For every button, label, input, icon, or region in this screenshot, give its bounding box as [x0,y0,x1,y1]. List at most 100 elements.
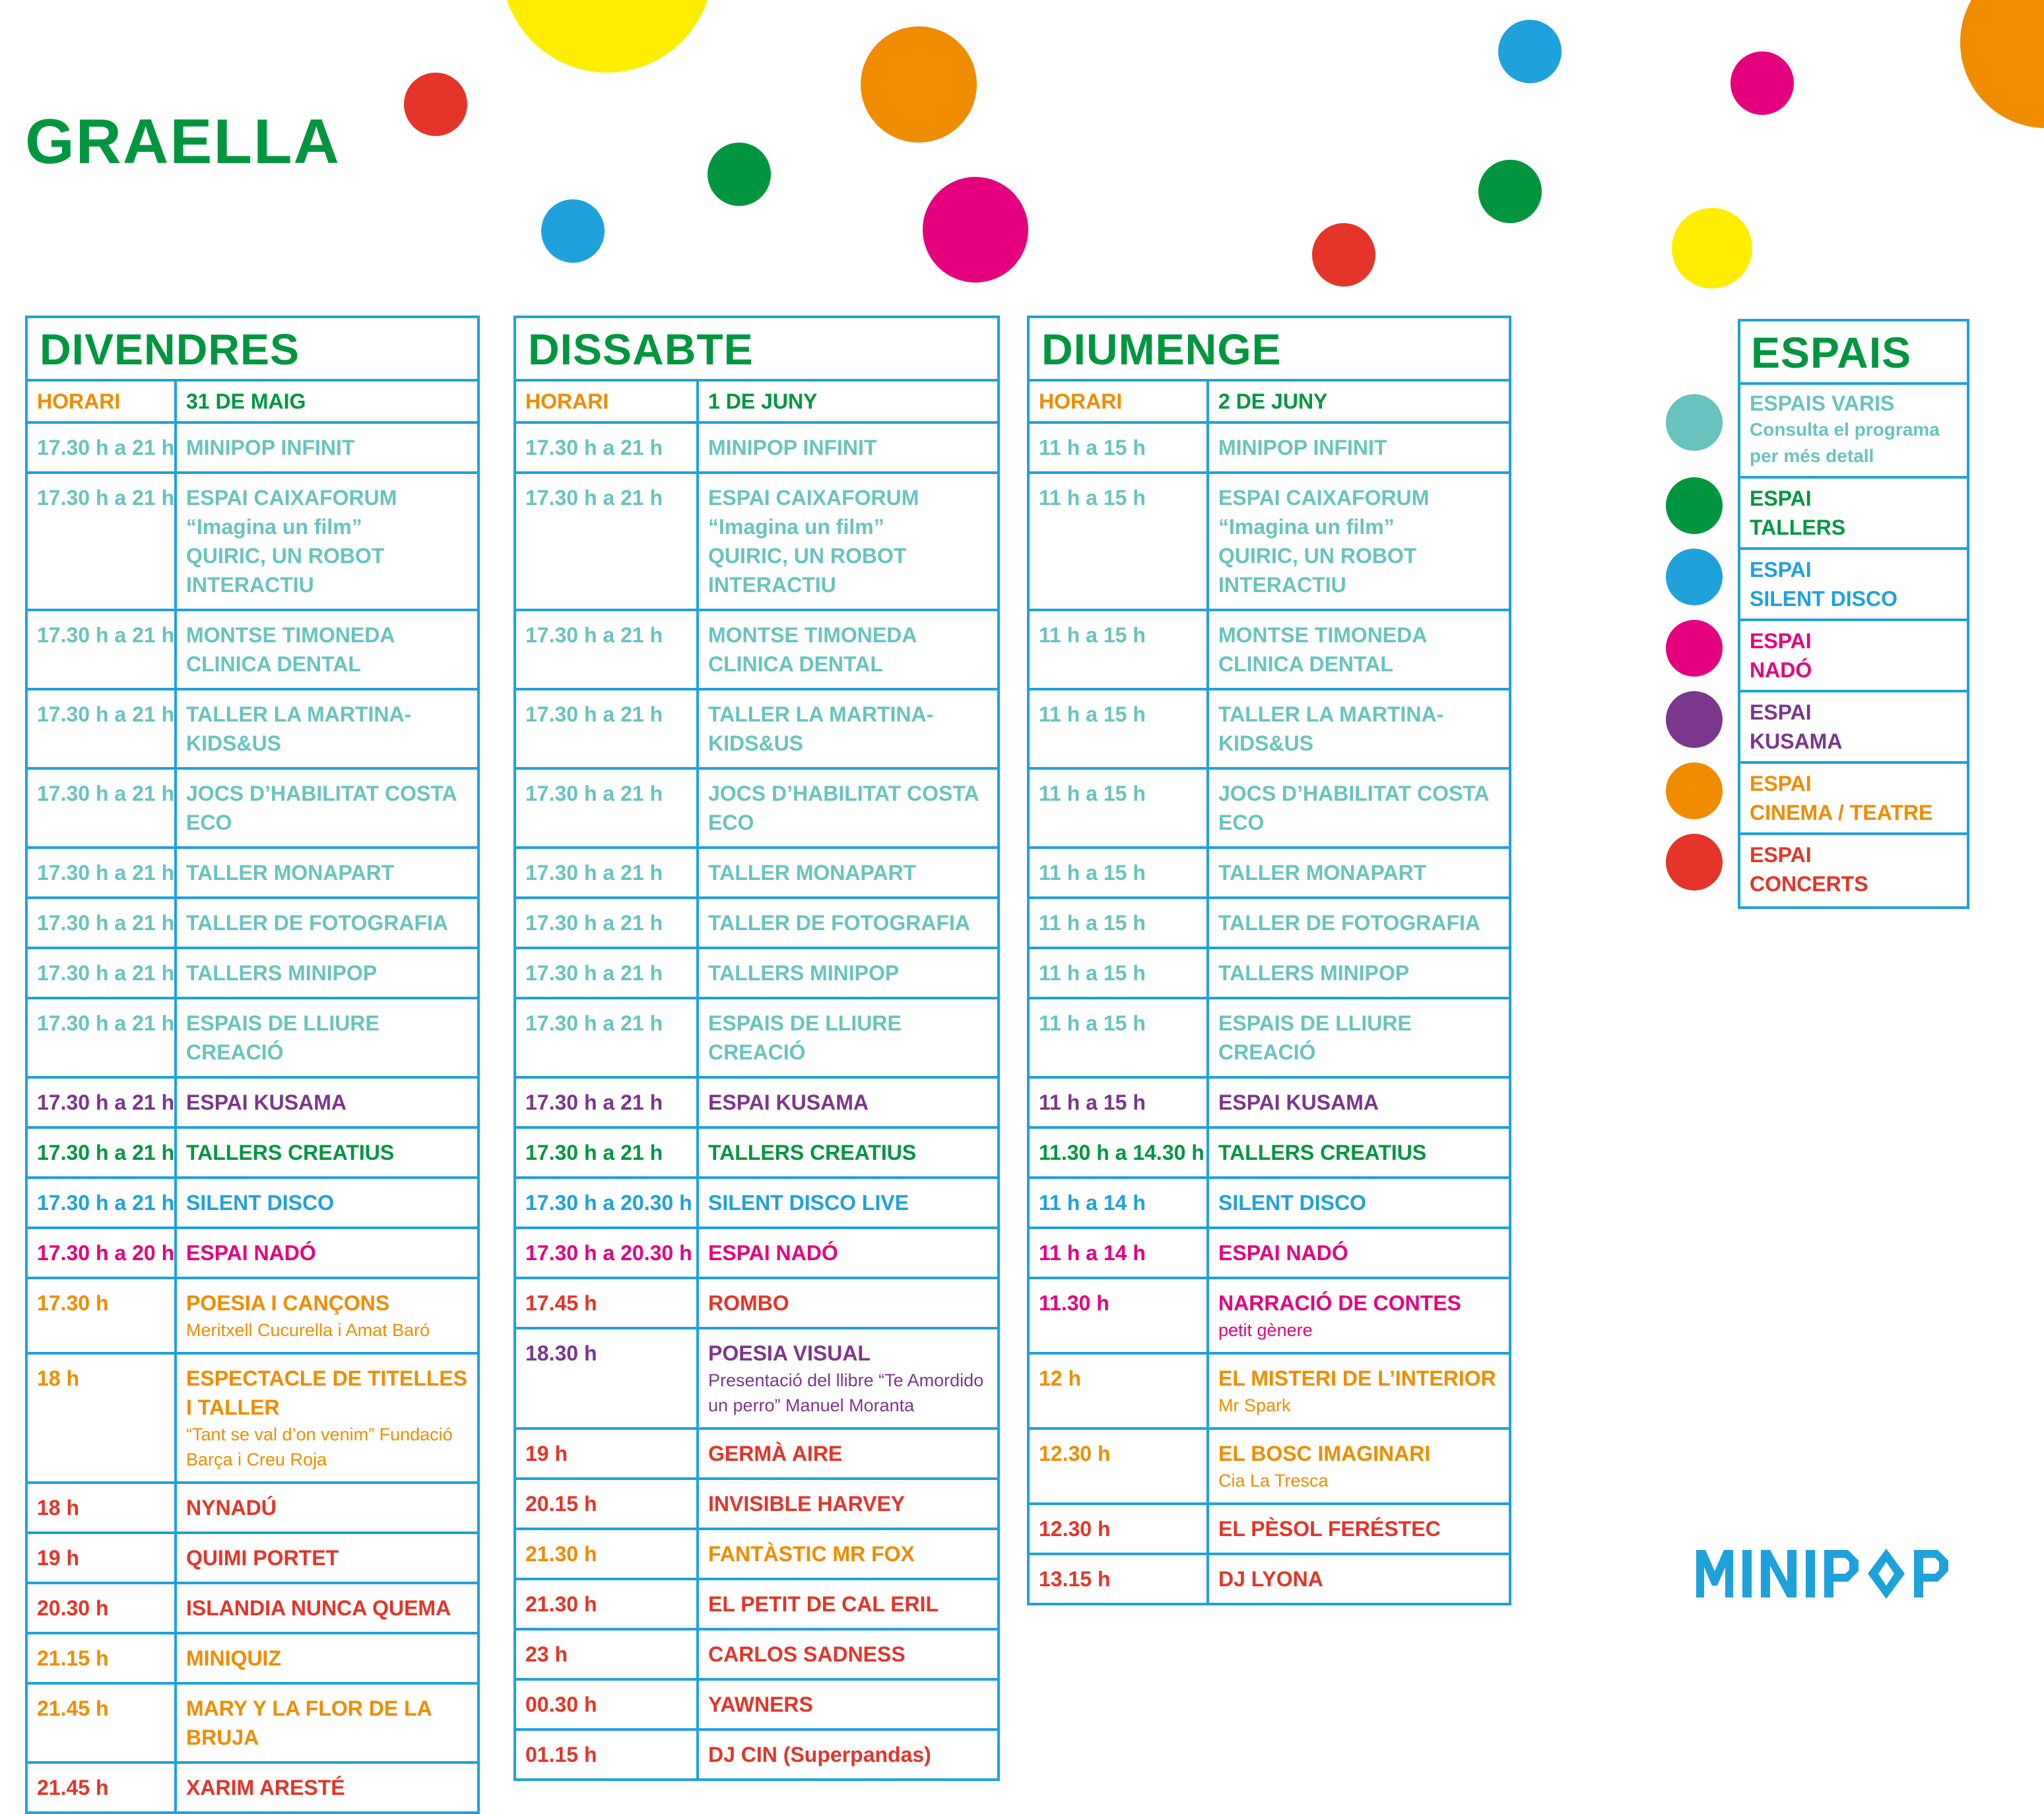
event-line: ROMBO [708,1291,789,1315]
schedule-row: 17.30 h a 21 h JOCS D’HABILITAT COSTA ECO [28,770,477,849]
event-name: ESPAI KUSAMA [177,1079,477,1126]
espai-label: ESPAI [1750,558,1812,582]
event-line: QUIMI PORTET [186,1546,339,1570]
event-line: TALLER MONAPART [1218,861,1427,885]
event-time: 19 h [516,1430,699,1477]
event-time: 17.30 h a 21 h [516,999,699,1076]
date-label: 1 DE JUNY [708,389,818,413]
schedule-row: 17.30 h POESIA I CANÇONS Meritxell Cucurel… [28,1279,477,1355]
schedule-row: 17.30 h a 21 h MINIPOP INFINIT [28,424,477,474]
event-line: TALLERS CREATIUS [1218,1141,1427,1164]
schedule-row: 17.30 h a 21 h MINIPOP INFINIT [516,424,997,474]
schedule-row: 17.30 h a 20.30 h ESPAI NADÓ [516,1229,997,1279]
espais-title: ESPAIS [1740,321,1967,385]
event-line: MARY Y LA FLOR DE LA [186,1696,432,1720]
event-line: SILENT DISCO [186,1191,335,1215]
event-name: TALLER DE FOTOGRAFIA [177,899,477,947]
horari-label: HORARI [516,382,699,421]
event-time: 11 h a 15 h [1030,424,1209,471]
event-time: 11 h a 14 h [1030,1179,1209,1226]
schedule-row: 17.30 h a 21 h MONTSE TIMONEDA CLINICA DEN… [28,611,477,690]
event-name: JOCS D’HABILITAT COSTA ECO [177,770,477,846]
espai-color-dot [1666,691,1723,748]
decorative-dot [1672,208,1752,288]
event-time: 17.30 h a 21 h [28,1079,177,1126]
event-name: JOCS D’HABILITAT COSTA ECO [1209,770,1509,846]
event-time: 17.45 h [516,1279,699,1327]
event-name: TALLER MONAPART [699,849,997,896]
schedule-row: 11 h a 15 h TALLERS MINIPOP [1030,949,1509,999]
event-subtitle: Presentació del llibre “Te Amordido [708,1370,984,1390]
event-time: 12.30 h [1030,1505,1209,1553]
schedule-row: 12.30 h EL PÈSOL FERÉSTEC [1030,1505,1509,1555]
event-line: MONTSE TIMONEDA [186,623,395,647]
event-time: 20.30 h [28,1584,177,1632]
espai-label: ESPAI [1750,772,1812,795]
event-time: 17.30 h a 21 h [516,1079,699,1126]
event-name: CARLOS SADNESS [699,1630,997,1678]
schedule-row: 17.45 h ROMBO [516,1279,997,1329]
event-time: 17.30 h a 21 h [28,999,177,1076]
event-line: ISLANDIA NUNCA QUEMA [186,1596,451,1620]
event-line: MINIQUIZ [186,1646,281,1670]
event-line: TALLERS CREATIUS [186,1141,395,1164]
event-name: ESPAI CAIXAFORUM “Imagina un film” QUIRIC,… [699,474,997,609]
event-time: 17.30 h a 21 h [516,899,699,947]
decorative-dot [1312,223,1375,286]
schedule-row: 11 h a 15 h JOCS D’HABILITAT COSTA ECO [1030,770,1509,849]
logo-letter [1806,1550,1815,1597]
event-name: ESPAIS DE LLIURE CREACIÓ [1209,999,1509,1076]
event-line: MINIPOP INFINIT [1218,436,1387,459]
event-time: 13.15 h [1030,1555,1209,1603]
event-time: 17.30 h a 21 h [516,611,699,688]
event-line: “Imagina un film” [1218,515,1395,539]
event-line: TALLER LA MARTINA- KIDS&US [1218,702,1444,755]
event-line: TALLERS MINIPOP [708,961,900,985]
event-name: TALLER MONAPART [1209,849,1509,896]
event-time: 17.30 h a 21 h [28,770,177,846]
event-name: MINIPOP INFINIT [1209,424,1509,471]
event-line: QUIRIC, UN ROBOT INTERACTIU [1218,544,1417,597]
schedule-row: 21.45 h MARY Y LA FLOR DE LA BRUJA [28,1685,477,1764]
event-line: ESPAI NADÓ [708,1241,838,1265]
event-name: ISLANDIA NUNCA QUEMA [177,1584,477,1632]
event-time: 21.30 h [516,1580,699,1628]
event-name: ESPAI KUSAMA [699,1079,997,1126]
schedule-row: 21.45 h XARIM ARESTÉ [28,1764,477,1811]
event-line: NARRACIÓ DE CONTES [1218,1291,1462,1315]
event-name: ESPAI CAIXAFORUM “Imagina un film” QUIRIC,… [177,474,477,609]
schedule-row: 17.30 h a 21 h ESPAIS DE LLIURE CREACIÓ [516,999,997,1079]
decorative-dot [1960,0,2044,128]
decorative-dot [404,73,467,136]
event-time: 18.30 h [516,1329,699,1427]
event-name: XARIM ARESTÉ [177,1764,477,1811]
espai-color-dot [1666,762,1723,819]
espai-item: ESPAI KUSAMA [1740,692,1967,764]
event-line: TALLER DE FOTOGRAFIA [1218,911,1481,935]
event-line: JOCS D’HABILITAT COSTA ECO [1218,782,1489,834]
event-line: CLINICA DENTAL [708,652,883,676]
event-line: DJ LYONA [1218,1567,1323,1591]
espai-label: ESPAI [1750,487,1812,510]
espai-color-dot [1666,620,1723,677]
event-line: “Imagina un film” [708,515,884,539]
event-time: 21.15 h [28,1634,177,1682]
schedule-row: 11.30 h a 14.30 h TALLERS CREATIUS [1030,1129,1509,1179]
espai-item: ESPAI NADÓ [1740,621,1967,692]
event-time: 21.45 h [28,1685,177,1761]
schedule-row: 00.30 h YAWNERS [516,1681,997,1731]
logo-letter [1696,1550,1733,1597]
event-line: JOCS D’HABILITAT COSTA ECO [708,782,979,834]
schedule-row: 01.15 h DJ CIN (Superpandas) [516,1731,997,1778]
event-time: 11 h a 15 h [1030,474,1209,609]
event-time: 11 h a 15 h [1030,690,1209,767]
event-name: TALLER LA MARTINA- KIDS&US [699,690,997,767]
event-name: NYNADÚ [177,1484,477,1531]
event-name: TALLER DE FOTOGRAFIA [699,899,997,947]
event-name: ESPAI NADÓ [699,1229,997,1277]
schedule-row: 11 h a 15 h TALLER LA MARTINA- KIDS&US [1030,690,1509,770]
schedule-row: 17.30 h a 21 h TALLER DE FOTOGRAFIA [28,899,477,949]
event-time: 17.30 h a 21 h [516,770,699,846]
event-name: MINIQUIZ [177,1634,477,1682]
event-time: 17.30 h a 21 h [28,899,177,947]
